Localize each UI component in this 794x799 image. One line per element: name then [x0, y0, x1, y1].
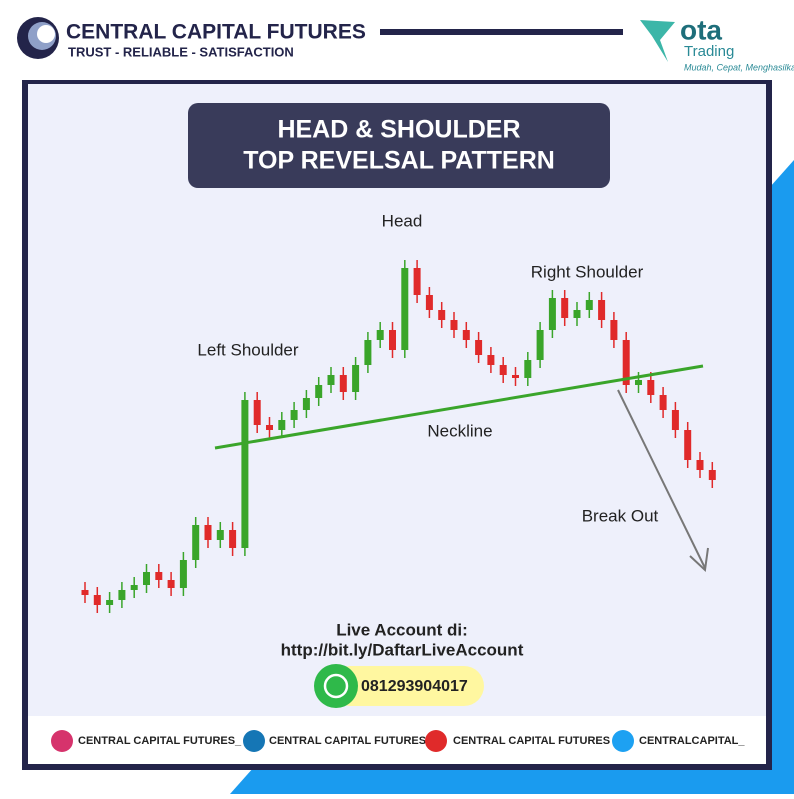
candle-body: [364, 340, 372, 365]
header-rule: [380, 29, 623, 35]
cta: Live Account di:: [336, 620, 468, 639]
candle-body: [573, 310, 581, 318]
candle-body: [524, 360, 532, 378]
arrow: [617, 389, 706, 569]
candle-body: [229, 530, 237, 548]
candle-body: [425, 295, 433, 310]
candle-body: [499, 365, 507, 375]
ota-slogan: Mudah, Cepat, Menghasilkan!: [684, 62, 794, 72]
candle-body: [278, 420, 286, 430]
candle-body: [635, 380, 642, 385]
candle-body: [401, 268, 409, 350]
candle-body: [167, 580, 175, 588]
linkedin-icon: [243, 730, 265, 752]
title-box: [188, 103, 610, 188]
panel: [28, 84, 766, 716]
arrow-head: [689, 547, 709, 573]
ota-word: ota: [680, 14, 722, 45]
candle-body: [684, 430, 692, 460]
candle-body: [487, 355, 495, 365]
instagram-icon: [51, 730, 73, 752]
candle-body: [266, 425, 273, 430]
candle-body: [130, 585, 138, 590]
candle-body: [253, 400, 261, 425]
candle-body: [241, 400, 249, 548]
tagline: TRUST - RELIABLE - SATISFACTION: [68, 44, 294, 59]
candle-body: [536, 330, 544, 360]
social: CENTRALCAPITAL_: [639, 735, 745, 747]
candle-body: [438, 310, 446, 320]
candle-body: [179, 560, 187, 588]
ota-mark: [640, 20, 675, 62]
cta-url: http://bit.ly/DaftarLiveAccount: [281, 640, 524, 659]
candle-body: [598, 300, 606, 320]
candle-body: [450, 320, 458, 330]
candle-body: [192, 525, 200, 560]
title-line: HEAD & SHOULDER: [277, 116, 520, 144]
candle-body: [204, 525, 212, 540]
candle-body: [671, 410, 679, 430]
candle-body: [315, 385, 323, 398]
label: Neckline: [427, 421, 492, 440]
label: Right Shoulder: [531, 262, 644, 281]
candle-body: [216, 530, 224, 540]
ota-sub: Trading: [684, 43, 734, 60]
candle-body: [647, 380, 655, 395]
candle-body: [327, 375, 335, 385]
candle-body: [155, 572, 163, 580]
footer-strip: [28, 716, 766, 764]
candle-body: [548, 298, 556, 330]
candle-body: [143, 572, 150, 585]
candle-body: [352, 365, 360, 392]
candle-body: [93, 595, 101, 605]
candlestick-chart: [81, 260, 716, 613]
candle-body: [585, 300, 593, 310]
candle-body: [290, 410, 298, 420]
logo-core: [37, 25, 55, 43]
candle-body: [708, 470, 716, 480]
candle-body: [462, 330, 470, 340]
candle-body: [561, 298, 569, 318]
phone: 081293904017: [361, 678, 468, 695]
label: Left Shoulder: [197, 340, 298, 359]
brand: CENTRAL CAPITAL FUTURES: [66, 21, 366, 44]
candle-body: [106, 600, 114, 605]
label: Break Out: [582, 506, 659, 525]
candle-body: [376, 330, 384, 340]
candle-body: [339, 375, 347, 392]
label: Head: [382, 211, 423, 230]
candle-body: [302, 398, 310, 410]
youtube-icon: [425, 730, 447, 752]
candle-body: [118, 590, 126, 600]
whatsapp-glyph: [323, 673, 349, 699]
title-line: TOP REVELSAL PATTERN: [243, 147, 555, 175]
candle-body: [696, 460, 704, 470]
candle-body: [659, 395, 667, 410]
candle-body: [622, 340, 630, 385]
whatsapp-icon: [314, 664, 358, 708]
phone-pill: [330, 666, 484, 706]
social: CENTRAL CAPITAL FUTURES_: [78, 735, 242, 747]
candle-body: [610, 320, 618, 340]
social: CENTRAL CAPITAL FUTURES: [269, 735, 426, 747]
candle-body: [512, 375, 519, 378]
candle-body: [475, 340, 483, 355]
candle-body: [389, 330, 396, 350]
twitter-icon: [612, 730, 634, 752]
candle-body: [413, 268, 421, 295]
social: CENTRAL CAPITAL FUTURES: [453, 735, 610, 747]
neckline: [214, 364, 704, 450]
candle-body: [81, 590, 89, 595]
